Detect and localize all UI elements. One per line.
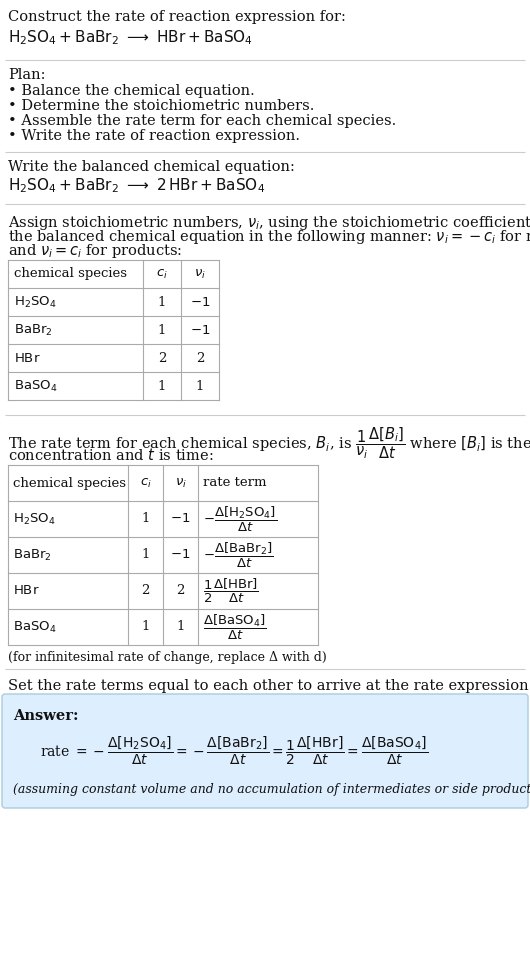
Text: Plan:: Plan:: [8, 68, 46, 82]
Text: $c_i$: $c_i$: [156, 267, 168, 280]
Text: (for infinitesimal rate of change, replace Δ with d): (for infinitesimal rate of change, repla…: [8, 651, 327, 664]
Text: • Assemble the rate term for each chemical species.: • Assemble the rate term for each chemic…: [8, 114, 396, 128]
Text: The rate term for each chemical species, $B_i$, is $\dfrac{1}{\nu_i}\dfrac{\Delt: The rate term for each chemical species,…: [8, 425, 530, 461]
Text: 1: 1: [142, 512, 149, 525]
Text: Write the balanced chemical equation:: Write the balanced chemical equation:: [8, 160, 295, 174]
Text: Answer:: Answer:: [13, 709, 78, 723]
Text: $\mathrm{BaSO_4}$: $\mathrm{BaSO_4}$: [13, 620, 57, 634]
Text: $-1$: $-1$: [190, 323, 210, 337]
Text: chemical species: chemical species: [14, 267, 127, 280]
Text: Assign stoichiometric numbers, $\nu_i$, using the stoichiometric coefficients, $: Assign stoichiometric numbers, $\nu_i$, …: [8, 214, 530, 232]
Text: $\mathrm{BaSO_4}$: $\mathrm{BaSO_4}$: [14, 379, 58, 393]
Text: 2: 2: [142, 585, 149, 597]
Text: 1: 1: [142, 549, 149, 561]
Text: 1: 1: [158, 380, 166, 392]
Text: (assuming constant volume and no accumulation of intermediates or side products): (assuming constant volume and no accumul…: [13, 783, 530, 796]
Text: $\mathrm{BaBr_2}$: $\mathrm{BaBr_2}$: [14, 322, 53, 338]
Text: Set the rate terms equal to each other to arrive at the rate expression:: Set the rate terms equal to each other t…: [8, 679, 530, 693]
Text: $-1$: $-1$: [190, 296, 210, 308]
Text: 2: 2: [158, 351, 166, 364]
Text: rate term: rate term: [203, 476, 267, 490]
Text: 1: 1: [176, 621, 184, 633]
Text: $\mathrm{H_2SO_4 + BaBr_2 \ \longrightarrow \ HBr + BaSO_4}$: $\mathrm{H_2SO_4 + BaBr_2 \ \longrightar…: [8, 28, 253, 47]
Text: and $\nu_i = c_i$ for products:: and $\nu_i = c_i$ for products:: [8, 242, 182, 260]
Text: 1: 1: [158, 296, 166, 308]
Text: $\mathrm{H_2SO_4 + BaBr_2 \ \longrightarrow \ 2\,HBr + BaSO_4}$: $\mathrm{H_2SO_4 + BaBr_2 \ \longrightar…: [8, 176, 265, 194]
Text: $c_i$: $c_i$: [139, 476, 152, 490]
Text: $\mathrm{HBr}$: $\mathrm{HBr}$: [14, 351, 41, 364]
Text: • Balance the chemical equation.: • Balance the chemical equation.: [8, 84, 255, 98]
Text: the balanced chemical equation in the following manner: $\nu_i = -c_i$ for react: the balanced chemical equation in the fo…: [8, 228, 530, 246]
Text: 2: 2: [176, 585, 184, 597]
Text: 1: 1: [142, 621, 149, 633]
Text: • Determine the stoichiometric numbers.: • Determine the stoichiometric numbers.: [8, 99, 314, 113]
Text: $-1$: $-1$: [170, 549, 191, 561]
Text: $\mathrm{BaBr_2}$: $\mathrm{BaBr_2}$: [13, 548, 52, 562]
Text: $\mathrm{HBr}$: $\mathrm{HBr}$: [13, 585, 40, 597]
Text: $\nu_i$: $\nu_i$: [174, 476, 187, 490]
Text: • Write the rate of reaction expression.: • Write the rate of reaction expression.: [8, 129, 300, 143]
Text: Construct the rate of reaction expression for:: Construct the rate of reaction expressio…: [8, 10, 346, 24]
Text: $\dfrac{1}{2}\dfrac{\Delta[\mathrm{HBr}]}{\Delta t}$: $\dfrac{1}{2}\dfrac{\Delta[\mathrm{HBr}]…: [203, 577, 259, 605]
Text: $\mathrm{H_2SO_4}$: $\mathrm{H_2SO_4}$: [14, 295, 57, 309]
Text: 2: 2: [196, 351, 204, 364]
Text: $-\dfrac{\Delta[\mathrm{H_2SO_4}]}{\Delta t}$: $-\dfrac{\Delta[\mathrm{H_2SO_4}]}{\Delt…: [203, 505, 277, 534]
Text: $-\dfrac{\Delta[\mathrm{BaBr_2}]}{\Delta t}$: $-\dfrac{\Delta[\mathrm{BaBr_2}]}{\Delta…: [203, 541, 273, 570]
Text: 1: 1: [158, 323, 166, 337]
Text: $\mathrm{H_2SO_4}$: $\mathrm{H_2SO_4}$: [13, 511, 56, 526]
Text: $\nu_i$: $\nu_i$: [194, 267, 206, 280]
Text: 1: 1: [196, 380, 204, 392]
Text: rate $= -\dfrac{\Delta[\mathrm{H_2SO_4}]}{\Delta t} = -\dfrac{\Delta[\mathrm{BaB: rate $= -\dfrac{\Delta[\mathrm{H_2SO_4}]…: [40, 735, 428, 767]
Text: concentration and $t$ is time:: concentration and $t$ is time:: [8, 447, 214, 463]
Text: chemical species: chemical species: [13, 476, 126, 490]
Text: $-1$: $-1$: [170, 512, 191, 525]
FancyBboxPatch shape: [2, 694, 528, 808]
Text: $\dfrac{\Delta[\mathrm{BaSO_4}]}{\Delta t}$: $\dfrac{\Delta[\mathrm{BaSO_4}]}{\Delta …: [203, 612, 267, 641]
